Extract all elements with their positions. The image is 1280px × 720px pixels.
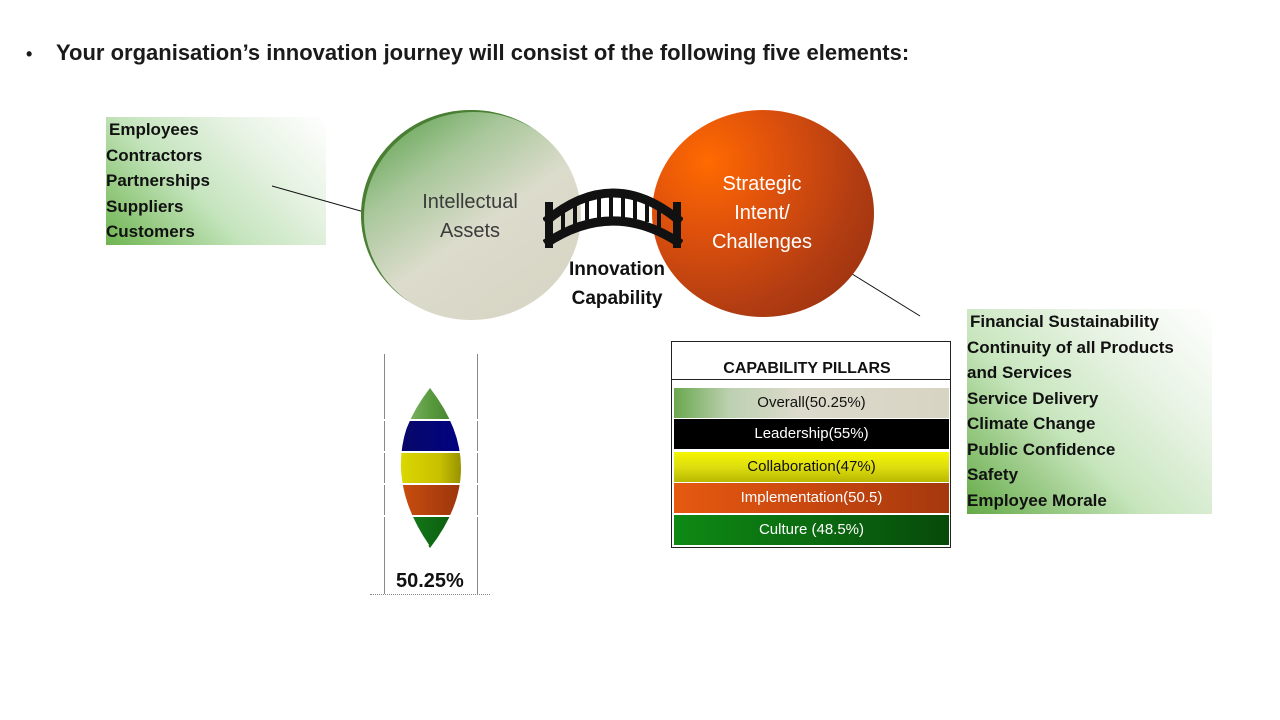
- list-item: Suppliers: [106, 196, 184, 216]
- bullet: •: [26, 44, 33, 64]
- list-item: Continuity of all Products: [967, 337, 1174, 357]
- intellectual-assets-list: Employees Contractors Partnerships Suppl…: [106, 117, 326, 245]
- strategic-intent-label: Strategic Intent/ Challenges: [711, 173, 813, 253]
- lens-band-leadership: [399, 420, 461, 452]
- gauge-guide-left: [384, 354, 385, 594]
- capability-pillars-box: CAPABILITY PILLARS Overall(50.25%) Leade…: [671, 341, 951, 548]
- list-item: and Services: [967, 363, 1072, 382]
- intellectual-assets-label: Intellectual Assets: [422, 191, 518, 242]
- innovation-capability-label: Innovation Capability: [568, 259, 666, 309]
- lens-band-overall: [399, 388, 461, 420]
- list-item: Public Confidence: [967, 439, 1116, 459]
- list-item: Service Delivery: [967, 388, 1099, 408]
- gauge-value: 50.25%: [396, 570, 464, 592]
- capability-lens-gauge: [380, 388, 480, 548]
- list-item: Employees: [109, 120, 199, 139]
- lens-band-implementation: [399, 484, 461, 516]
- list-item: Safety: [967, 465, 1019, 484]
- gauge-guide-right: [477, 354, 478, 594]
- strategic-intent-circle: [652, 110, 874, 317]
- bridge-icon: [543, 188, 683, 248]
- list-item: Climate Change: [967, 414, 1096, 433]
- divider: [672, 379, 950, 380]
- list-item: Customers: [106, 222, 195, 241]
- pillar-implementation: Implementation(50.5): [674, 483, 949, 513]
- list-item: Partnerships: [106, 171, 210, 190]
- strategic-challenges-list: Financial Sustainability Continuity of a…: [967, 309, 1212, 514]
- pillar-leadership: Leadership(55%): [674, 419, 949, 449]
- slide-heading: • Your organisation’s innovation journey …: [26, 40, 909, 66]
- lens-highlight: [398, 391, 430, 547]
- intellectual-assets-circle: [361, 110, 581, 320]
- list-item: Employee Morale: [967, 490, 1107, 510]
- pillar-collaboration: Collaboration(47%): [674, 452, 949, 482]
- heading-text: Your organisation’s innovation journey w…: [56, 40, 910, 65]
- lens-band-culture: [399, 516, 461, 548]
- pillar-culture: Culture (48.5%): [674, 515, 949, 545]
- pillar-overall: Overall(50.25%): [674, 388, 949, 418]
- list-item: Contractors: [106, 145, 203, 165]
- lens-band-collaboration: [399, 452, 461, 484]
- pillars-title: CAPABILITY PILLARS: [723, 360, 891, 377]
- list-item: Financial Sustainability: [970, 312, 1159, 331]
- gauge-baseline: [370, 594, 490, 595]
